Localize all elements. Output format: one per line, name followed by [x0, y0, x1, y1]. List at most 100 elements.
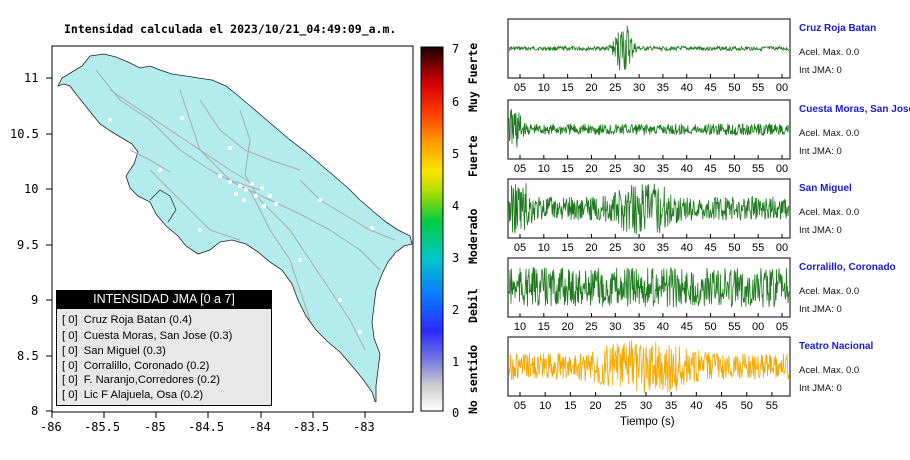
- time-tick-label: 40: [681, 242, 693, 254]
- colorbar-num: 3: [452, 251, 460, 265]
- seismogram-panel: 05 10 15 20 25 30 35 40 45 50 55 00: [507, 18, 791, 94]
- time-tick-label: 10: [538, 242, 550, 254]
- time-tick-label: 40: [690, 400, 702, 412]
- station-accel: Acel. Max. 0.0: [799, 128, 860, 139]
- time-tick-label: 25: [585, 321, 597, 333]
- time-tick-label: 35: [665, 400, 677, 412]
- time-tick-label: 10: [538, 163, 550, 175]
- seismogram-trace: [508, 340, 790, 393]
- station-accel: Acel. Max. 0.0: [799, 286, 860, 297]
- x-axis-label: Tiempo (s): [620, 416, 675, 428]
- station-accel: Acel. Max. 0.0: [799, 207, 860, 218]
- legend-title: INTENSIDAD JMA [0 a 7]: [56, 290, 272, 309]
- station-name: San Miguel: [799, 183, 852, 194]
- seismogram-panel: 05 10 15 20 25 30 35 40 45 50 55 00: [507, 99, 791, 175]
- seismogram-trace: [508, 183, 790, 235]
- colorbar-num: 1: [452, 355, 460, 369]
- costa-rica-landmass: [57, 53, 413, 405]
- colorbar-label: Fuerte: [466, 135, 480, 177]
- station-name: Corralillo, Coronado: [799, 262, 896, 273]
- time-tick-label: 25: [609, 242, 621, 254]
- seismogram-panel: 05 10 15 20 25 30 35 40 45 50 55 00: [507, 178, 791, 254]
- time-tick-label: 50: [728, 242, 740, 254]
- time-tick-label: 15: [562, 242, 574, 254]
- legend-row: [ 0] San Miguel (0.3): [62, 345, 166, 357]
- time-tick-label: 05: [514, 82, 526, 94]
- seismogram-trace: [508, 25, 790, 71]
- time-tick-label: 55: [752, 82, 764, 94]
- map-xtick: -83: [353, 420, 375, 434]
- time-tick-label: 50: [741, 400, 753, 412]
- station-name: Cruz Roja Batan: [799, 23, 877, 34]
- station-intensity: Int JMA: 0: [799, 65, 842, 76]
- colorbar-num: 4: [452, 199, 460, 213]
- map-xtick: -83.5: [293, 420, 330, 434]
- colorbar-num: 6: [452, 95, 460, 109]
- time-tick-label: 00: [776, 82, 788, 94]
- map-ytick: 10: [24, 182, 39, 196]
- time-tick-label: 05: [514, 242, 526, 254]
- map-ytick: 11: [24, 71, 39, 85]
- map-xtick: -85: [144, 420, 166, 434]
- station-intensity: Int JMA: 0: [799, 146, 842, 157]
- legend-row: [ 0] Lic F Alajuela, Osa (0.2): [62, 389, 204, 401]
- intensity-legend: [56, 290, 272, 406]
- time-tick-label: 20: [589, 400, 601, 412]
- time-tick-label: 25: [609, 163, 621, 175]
- seismogram-panel: 10 15 20 25 30 35 40 45 50 55 00 05: [507, 257, 791, 333]
- legend-row: [ 0] Cruz Roja Batan (0.4): [62, 314, 192, 326]
- station-name: Teatro Nacional: [799, 341, 874, 352]
- station-name: Cuesta Moras, San Jose: [799, 104, 910, 115]
- map-xtick: -85.5: [84, 420, 121, 434]
- time-tick-label: 20: [562, 321, 574, 333]
- time-tick-label: 35: [657, 163, 669, 175]
- time-tick-label: 15: [564, 400, 576, 412]
- time-tick-label: 45: [681, 321, 693, 333]
- station-dots: [108, 116, 378, 406]
- time-tick-label: 05: [776, 321, 788, 333]
- time-tick-label: 00: [752, 321, 764, 333]
- colorbar-num: 2: [452, 303, 460, 317]
- time-tick-label: 05: [514, 400, 526, 412]
- time-tick-label: 25: [615, 400, 627, 412]
- legend-row: [ 0] Corralillo, Coronado (0.2): [62, 360, 210, 372]
- time-tick-label: 50: [704, 321, 716, 333]
- colorbar-num: 7: [452, 42, 460, 56]
- colorbar-num: 5: [452, 147, 460, 161]
- time-tick-label: 15: [538, 321, 550, 333]
- time-tick-label: 30: [640, 400, 652, 412]
- time-tick-label: 10: [539, 400, 551, 412]
- time-tick-label: 20: [585, 82, 597, 94]
- colorbar-label: No sentido: [466, 344, 480, 414]
- time-tick-label: 20: [585, 242, 597, 254]
- station-intensity: Int JMA: 0: [799, 304, 842, 315]
- time-tick-label: 55: [752, 163, 764, 175]
- time-tick-label: 00: [776, 242, 788, 254]
- map-title: Intensidad calculada el 2023/10/21_04:49…: [64, 22, 397, 36]
- station-intensity: Int JMA: 0: [799, 383, 842, 394]
- time-tick-label: 35: [633, 321, 645, 333]
- map-ytick: 9.5: [17, 238, 39, 252]
- time-tick-label: 40: [681, 163, 693, 175]
- time-tick-label: 55: [728, 321, 740, 333]
- time-tick-label: 15: [562, 163, 574, 175]
- time-tick-label: 45: [704, 82, 716, 94]
- time-tick-label: 00: [776, 163, 788, 175]
- time-tick-label: 25: [609, 82, 621, 94]
- time-tick-label: 50: [728, 163, 740, 175]
- time-tick-label: 30: [633, 163, 645, 175]
- map-xtick: -86: [40, 420, 62, 434]
- time-tick-label: 40: [657, 321, 669, 333]
- time-tick-label: 10: [538, 82, 550, 94]
- time-tick-label: 55: [752, 242, 764, 254]
- time-tick-label: 50: [728, 82, 740, 94]
- intensity-colorbar: [420, 46, 444, 412]
- time-tick-label: 45: [704, 242, 716, 254]
- colorbar-label: Muy Fuerte: [466, 42, 480, 112]
- colorbar-num: 0: [452, 406, 460, 420]
- station-accel: Acel. Max. 0.0: [799, 47, 860, 58]
- legend-row: [ 0] Cuesta Moras, San Jose (0.3): [62, 330, 233, 342]
- time-tick-label: 20: [585, 163, 597, 175]
- colorbar-label: Debil: [466, 288, 480, 323]
- legend-row: [ 0] F. Naranjo,Corredores (0.2): [62, 374, 220, 386]
